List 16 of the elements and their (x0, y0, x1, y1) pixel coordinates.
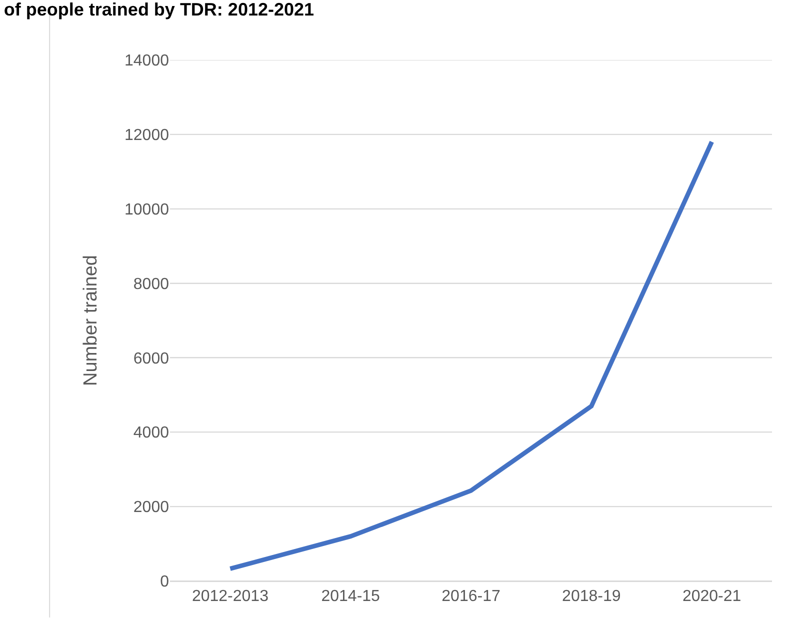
y-tick-label: 2000 (133, 499, 170, 516)
x-tick-label: 2014-15 (321, 588, 380, 606)
y-tick-label: 10000 (124, 201, 170, 218)
y-tick-label: 14000 (124, 52, 170, 70)
x-tick-label: 2012-2013 (192, 588, 269, 606)
y-tick-label: 0 (160, 574, 170, 591)
y-axis-title: Number trained (80, 255, 102, 386)
x-tick-label: 2020-21 (682, 588, 742, 606)
y-tick-label: 4000 (133, 424, 170, 442)
line-series (228, 140, 714, 571)
x-tick-label: 2016-17 (442, 588, 500, 606)
y-tick-label: 8000 (133, 276, 170, 293)
y-tick-label: 12000 (124, 127, 170, 144)
x-tick-label: 2018-19 (562, 588, 621, 606)
y-tick-label: 6000 (133, 350, 170, 368)
chart-title: of people trained by TDR: 2012-2021 (4, 0, 314, 20)
